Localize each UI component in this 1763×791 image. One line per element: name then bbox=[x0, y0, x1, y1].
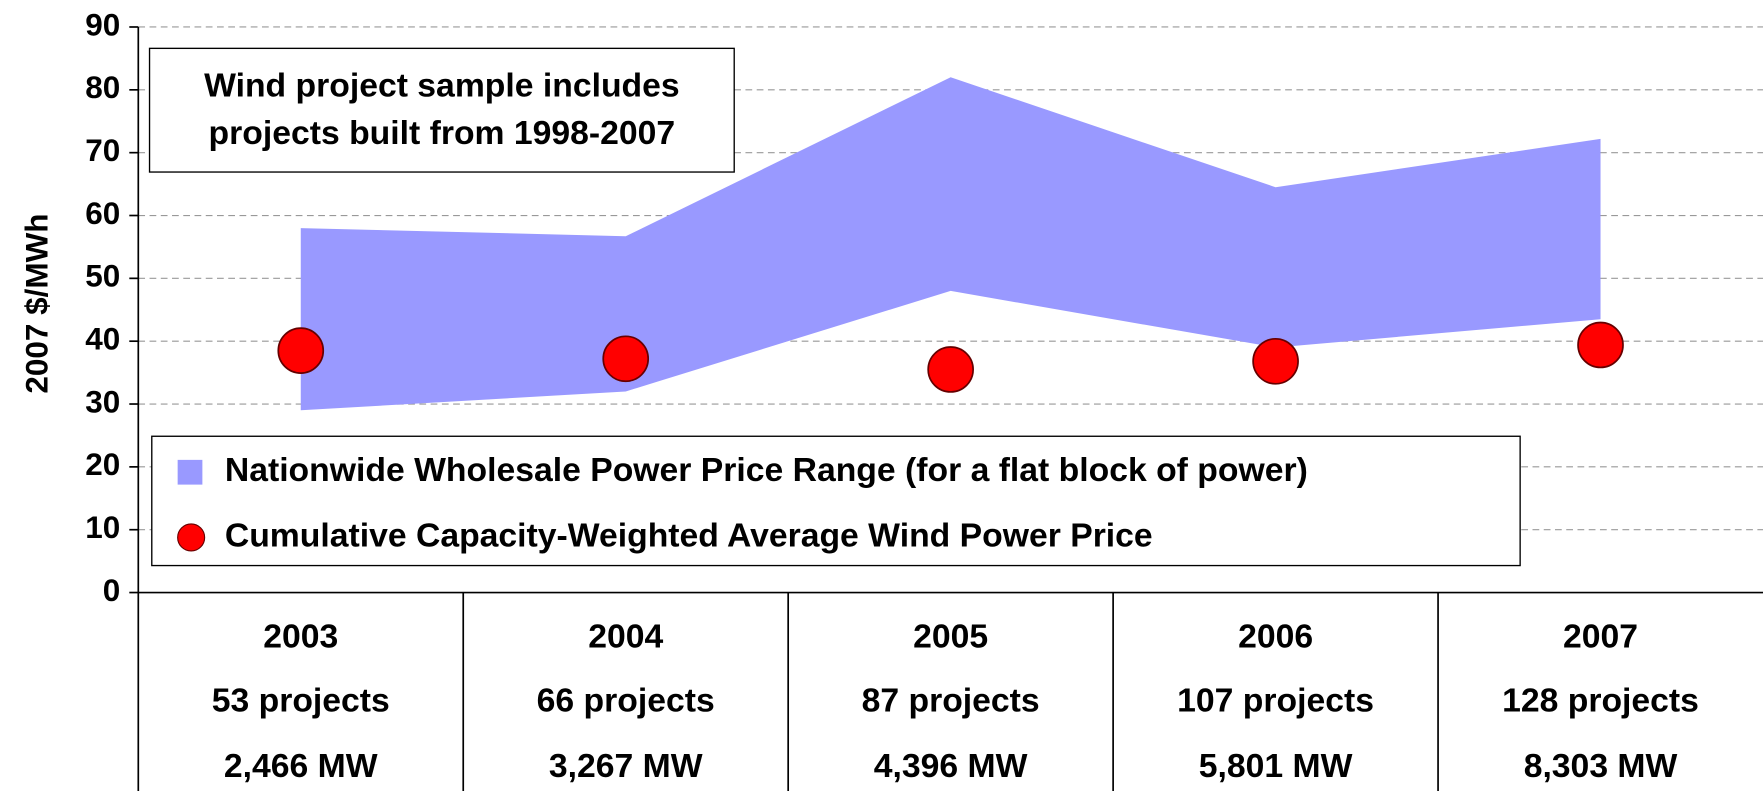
project-count: 66 projects bbox=[537, 682, 715, 720]
capacity: 5,801 MW bbox=[1199, 747, 1353, 785]
price-dot bbox=[927, 346, 974, 393]
y-tick-label: 0 bbox=[103, 573, 121, 608]
annotation: Wind project sample includes bbox=[204, 67, 680, 105]
project-count: 128 projects bbox=[1502, 682, 1699, 720]
price-dot bbox=[1577, 321, 1624, 369]
y-tick-label: 90 bbox=[85, 7, 120, 42]
x-tick-label: 2003 bbox=[263, 618, 338, 656]
price-dot bbox=[602, 335, 650, 383]
annotation-box bbox=[148, 47, 735, 173]
y-tick-label: 10 bbox=[85, 510, 120, 545]
legend-label: Nationwide Wholesale Power Price Range (… bbox=[225, 451, 1308, 489]
price-dot bbox=[277, 327, 325, 374]
project-count: 87 projects bbox=[862, 682, 1040, 720]
y-tick-label: 30 bbox=[85, 384, 120, 419]
legend-box bbox=[151, 435, 1521, 567]
legend-label: Cumulative Capacity-Weighted Average Win… bbox=[225, 516, 1153, 554]
x-tick-label: 2007 bbox=[1563, 618, 1638, 656]
y-tick-label: 50 bbox=[85, 259, 120, 294]
capacity: 4,396 MW bbox=[874, 747, 1028, 785]
project-count: 53 projects bbox=[212, 682, 390, 720]
legend-swatch bbox=[177, 523, 206, 552]
x-tick-label: 2005 bbox=[913, 618, 988, 656]
capacity: 8,303 MW bbox=[1524, 747, 1678, 785]
y-tick-label: 20 bbox=[85, 447, 120, 482]
x-tick-label: 2006 bbox=[1238, 618, 1313, 656]
price-dot bbox=[1252, 337, 1299, 385]
price-range-area bbox=[300, 77, 1601, 411]
x-tick-label: 2004 bbox=[588, 618, 663, 656]
y-tick-label: 40 bbox=[85, 321, 120, 356]
y-axis-label: 2007 $/MWh bbox=[20, 214, 55, 394]
y-tick-label: 70 bbox=[85, 133, 120, 168]
legend-swatch bbox=[177, 459, 203, 485]
capacity: 3,267 MW bbox=[549, 747, 703, 785]
y-tick-label: 80 bbox=[85, 70, 120, 105]
y-tick-label: 60 bbox=[85, 196, 120, 231]
project-count: 107 projects bbox=[1177, 682, 1374, 720]
capacity: 2,466 MW bbox=[224, 747, 378, 785]
annotation: projects built from 1998-2007 bbox=[209, 114, 676, 152]
